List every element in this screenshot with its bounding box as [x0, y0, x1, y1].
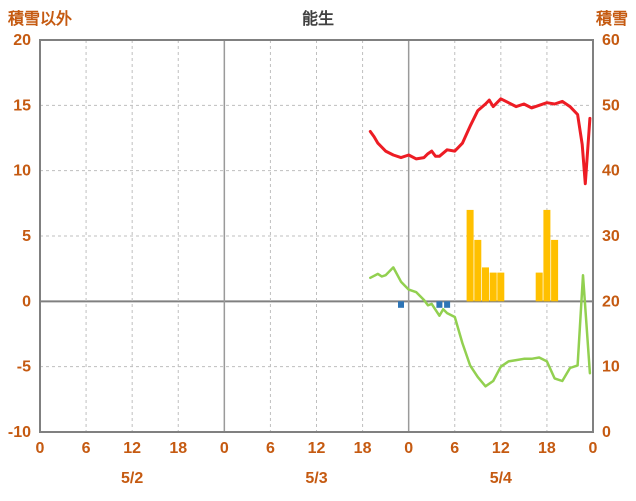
left-axis-tick-label: 10	[13, 163, 31, 180]
blue-bars	[398, 301, 404, 308]
orange-bars	[482, 267, 489, 302]
orange-bars	[489, 272, 497, 302]
orange-bars	[497, 272, 505, 302]
orange-bars	[474, 239, 482, 302]
x-axis-hour-label: 18	[354, 440, 372, 457]
left-axis-tick-label: -5	[17, 359, 31, 376]
left-axis-tick-label: 5	[22, 228, 31, 245]
x-axis-date-label: 5/3	[305, 470, 327, 487]
plot-border	[39, 39, 594, 433]
x-axis-hour-label: 6	[266, 440, 275, 457]
right-axis-tick-label: 20	[602, 293, 620, 310]
x-axis-hour-label: 6	[82, 440, 91, 457]
blue-bars	[436, 301, 443, 308]
right-axis-tick-label: 50	[602, 97, 620, 114]
right-axis-tick-label: 10	[602, 359, 620, 376]
right-axis-tick-label: 30	[602, 228, 620, 245]
x-axis-hour-label: 18	[169, 440, 187, 457]
right-axis-tick-label: 60	[602, 32, 620, 49]
chart-title: 能生	[301, 11, 334, 28]
blue-bars	[444, 301, 451, 308]
left-axis-tick-label: 0	[22, 293, 31, 310]
right-axis-tick-label: 0	[602, 424, 611, 441]
x-axis-date-label: 5/4	[490, 470, 512, 487]
left-axis-title: 積雪以外	[8, 11, 73, 28]
left-axis-tick-label: 20	[13, 32, 31, 49]
orange-bars	[551, 239, 559, 302]
x-axis-hour-label: 12	[123, 440, 141, 457]
orange-bars	[466, 209, 474, 302]
x-axis-hour-label: 0	[589, 440, 598, 457]
x-axis-hour-label: 0	[220, 440, 229, 457]
red-line	[368, 97, 592, 186]
x-axis-hour-label: 0	[36, 440, 45, 457]
x-axis-hour-label: 6	[450, 440, 459, 457]
x-axis-hour-label: 12	[492, 440, 510, 457]
orange-bars	[535, 272, 543, 302]
left-axis-tick-label: -10	[8, 424, 31, 441]
x-axis-hour-label: 18	[538, 440, 556, 457]
left-axis-tick-label: 15	[13, 97, 31, 114]
orange-bars	[543, 209, 551, 302]
x-axis-date-label: 5/2	[121, 470, 143, 487]
right-axis-tick-label: 40	[602, 163, 620, 180]
x-axis-hour-label: 12	[308, 440, 326, 457]
right-axis-title: 積雪	[595, 11, 628, 28]
green-line	[369, 266, 592, 388]
x-axis-hour-label: 0	[404, 440, 413, 457]
